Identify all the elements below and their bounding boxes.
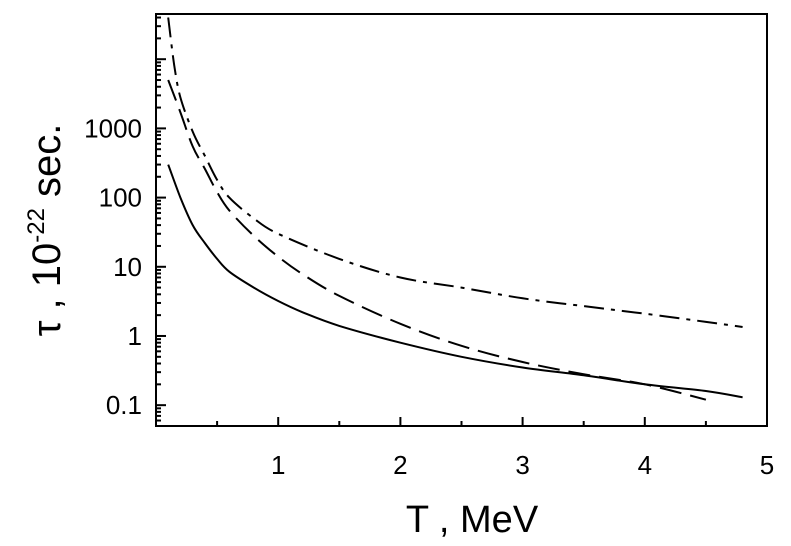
y-axis-title-base: 10 xyxy=(25,243,69,288)
x-tick-label: 5 xyxy=(760,450,774,480)
x-axis-ticks xyxy=(216,417,707,426)
series-line-solid xyxy=(167,164,743,399)
plot-area-border xyxy=(155,13,768,427)
series-layer xyxy=(167,17,743,401)
y-tick-label: 1000 xyxy=(84,113,142,143)
y-axis-ticks xyxy=(156,16,166,422)
y-axis-title-symbol: τ xyxy=(25,320,69,336)
y-tick-label: 1 xyxy=(128,321,142,351)
x-tick-label: 1 xyxy=(271,450,285,480)
series-line-dashed xyxy=(167,79,707,401)
x-axis-title: T , MeV xyxy=(406,499,539,541)
y-axis-title-unit: sec. xyxy=(25,124,69,208)
y-tick-label: 0.1 xyxy=(106,390,142,420)
y-tick-label: 10 xyxy=(113,252,142,282)
x-tick-label: 4 xyxy=(638,450,652,480)
series-line-dash-dot xyxy=(167,17,743,328)
x-tick-labels: 1 2 3 4 5 xyxy=(271,450,774,480)
svg-text:τ , 10-22 sec.: τ , 10-22 sec. xyxy=(23,124,69,337)
y-tick-labels: 0.1 1 10 100 1000 xyxy=(84,113,142,420)
x-tick-label: 2 xyxy=(393,450,407,480)
y-axis-title-separator: , xyxy=(25,287,69,320)
y-axis-title: τ , 10-22 sec. xyxy=(23,124,69,337)
plot-frame xyxy=(155,13,768,427)
y-tick-label: 100 xyxy=(99,183,142,213)
y-axis-title-exponent: -22 xyxy=(23,208,50,243)
x-tick-label: 3 xyxy=(515,450,529,480)
